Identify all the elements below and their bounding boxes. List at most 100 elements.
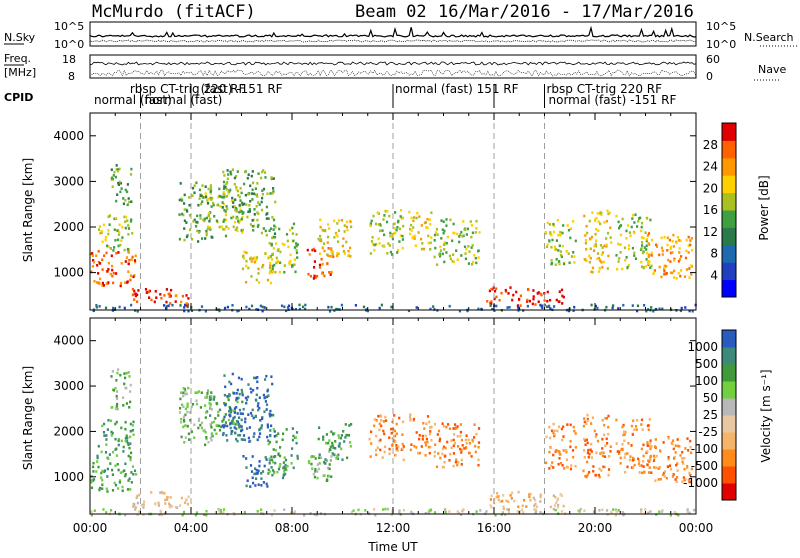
rti-cell [399,215,402,218]
rti-cell [127,371,130,374]
rti-cell [490,302,493,305]
rti-cell [166,498,169,501]
rti-cell [454,460,457,464]
rti-cell [444,454,447,458]
rti-cell [452,452,455,455]
y-tick-label: 1000 [53,470,84,484]
rti-cell [250,275,253,278]
rti-cell [459,434,462,438]
colorbar-tick-label: 50 [703,391,718,405]
rti-cell [119,284,122,288]
cpid-row: rbsp CT-trig 220 RF(fast) -151 RF normal … [94,82,676,108]
rti-cell [555,298,558,302]
rti-cell [236,439,239,443]
rti-cell [570,255,573,258]
rti-cell [260,484,263,487]
rti-cell [685,268,689,271]
rti-cell [271,269,275,273]
rti-cell [534,511,537,514]
rti-cell [227,398,230,402]
rti-cell [650,251,653,255]
rti-cell [623,456,626,459]
rti-cell [427,234,430,238]
rti-cell [238,221,241,225]
rti-cell [615,214,618,218]
rti-cell [457,511,461,515]
rti-cell [293,258,296,261]
rti-cell [166,495,169,499]
rti-cell [577,509,580,512]
rti-cell [254,414,257,418]
rti-cell [255,258,258,261]
rti-cell [622,433,625,437]
rti-cell [282,432,285,436]
rti-cell [278,454,282,458]
rti-cell [201,237,204,240]
rti-cell [203,219,206,223]
rti-cell [331,441,334,445]
rti-cell [207,440,210,444]
rti-cell [511,491,514,495]
rti-cell [560,288,564,292]
rti-cell [596,306,599,310]
rti-cell [261,416,264,419]
rti-cell [465,247,468,251]
rti-cell [586,441,589,445]
rti-cell [101,424,104,428]
rti-cell [631,246,634,250]
rti-cell [631,304,634,307]
rti-cell [433,422,437,426]
rti-cell [261,189,264,192]
rti-cell [167,292,170,296]
rti-cell [393,414,396,417]
rti-cell [628,458,631,462]
rti-cell [218,408,222,412]
rti-cell [204,309,207,313]
rti-cell [268,457,271,460]
rti-cell [134,506,137,509]
rti-cell [421,434,424,438]
rti-cell [350,423,353,426]
rti-cell [241,212,244,215]
rti-cell [422,421,425,425]
rti-cell [502,505,505,508]
rti-cell [623,246,626,250]
rti-cell [490,300,493,303]
rti-cell [218,187,221,191]
rti-cell [261,309,264,313]
rti-cell [241,216,244,219]
rti-cell [112,281,115,285]
rti-cell [646,463,649,467]
rti-cell [136,293,139,297]
rti-cell [307,272,310,276]
rti-cell [633,221,636,224]
rti-cell [632,466,635,469]
rti-cell [253,432,256,435]
rti-cell [241,228,244,232]
rti-cell [585,259,588,263]
rti-cell [552,230,555,234]
rti-cell [224,218,227,222]
rti-cell [690,237,693,240]
rti-cell [331,452,334,455]
rti-cell [625,229,628,233]
rti-cell [468,442,471,445]
rti-cell [225,225,228,228]
rti-cell [456,425,459,428]
rti-cell [407,309,411,313]
rti-cell [321,246,324,250]
rti-cell [114,387,117,390]
rti-cell [390,513,393,516]
rti-cell [518,510,521,513]
rti-cell [410,443,413,446]
rti-cell [130,481,133,484]
rti-cell [273,435,276,438]
rti-cell [127,270,130,273]
rti-cell [326,262,329,265]
rti-cell [671,442,674,446]
rti-cell [296,243,299,246]
rti-cell [138,510,141,513]
rti-cell [275,440,278,444]
rti-cell [472,260,475,264]
rti-cell [257,272,260,275]
